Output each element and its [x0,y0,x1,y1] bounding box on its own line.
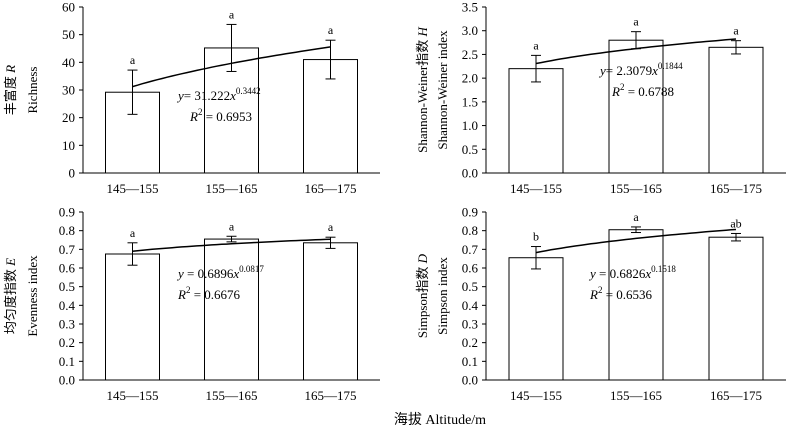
x-axis-title: 海拔 Altitude/m [394,412,486,428]
y-tick-label: 0.8 [462,223,478,238]
significance-letter: ab [730,216,741,230]
fit-curve [535,228,737,254]
y-tick-label: 0.7 [59,242,76,257]
x-tick-label: 145—155 [510,181,562,196]
bar [708,236,764,381]
y-tick-label: 60 [62,0,75,15]
bar [303,242,358,381]
chart-panel-3: 0.0 0.1 0.2 0.3 0.4 0.5 0.6 0.7 0.8 0.9 a 145—155 a 1… [3,205,380,403]
significance-letter: a [328,220,334,234]
chart-panel-2: 0.0 0.5 1.0 1.5 2.0 2.5 3.0 3.5 a 145—155 a 155—165… [415,0,786,196]
y-tick-label: 0.8 [59,223,75,238]
y-axis-label: 均匀度指数 E [3,258,18,334]
x-tick-label: 165—175 [710,388,762,403]
bar [708,46,764,174]
x-tick-label: 145—155 [510,388,562,403]
y-tick-label: 0.2 [59,335,75,350]
bar [508,68,564,174]
significance-letter: a [533,38,539,52]
y-tick-label: 0.4 [59,298,76,313]
bar [608,39,664,174]
y-tick-label: 10 [62,138,75,153]
significance-letter: a [229,7,235,21]
significance-letter: a [633,210,639,224]
significance-letter: b [533,230,539,244]
significance-letter: a [229,219,235,233]
y-tick-label: 0.3 [462,317,478,332]
chart-panel-1: 0 10 20 30 40 50 60 a 145—155 a 155—165 a 165—175 y= … [3,0,380,196]
y-axis-label-english: Shannon-Weiner index [435,30,450,150]
r-squared: R2 = 0.6788 [611,82,674,99]
y-tick-label: 0.4 [462,298,479,313]
bar [508,257,564,381]
y-tick-label: 1.5 [462,94,478,109]
y-tick-label: 0.5 [59,279,75,294]
y-axis-label-english: Evenness index [25,255,40,337]
x-tick-label: 155—165 [206,388,258,403]
fit-curve [535,38,737,65]
y-axis-label: 丰富度 R [3,65,18,115]
y-tick-label: 3.5 [462,0,478,15]
y-tick-label: 3.0 [462,23,478,38]
y-tick-label: 0.1 [59,354,75,369]
y-tick-label: 0.1 [462,354,478,369]
y-axis-label-english: Richness [25,67,40,114]
x-tick-label: 165—175 [305,388,357,403]
x-tick-label: 165—175 [305,181,357,196]
y-tick-label: 0 [69,166,76,181]
y-tick-label: 1.0 [462,118,478,133]
x-tick-label: 155—165 [206,181,258,196]
y-tick-label: 2.0 [462,71,478,86]
x-tick-label: 155—165 [610,181,662,196]
y-tick-label: 0.7 [462,242,479,257]
x-tick-label: 155—165 [610,388,662,403]
y-tick-label: 20 [62,110,75,125]
r-squared: R2 = 0.6536 [589,285,653,302]
y-tick-label: 0.3 [59,317,75,332]
y-tick-label: 0.5 [462,279,478,294]
x-tick-label: 165—175 [710,181,762,196]
y-tick-label: 0.9 [462,205,478,220]
y-axis-label: Simpson指数 D [415,253,430,338]
y-tick-label: 30 [62,83,75,98]
chart-panel-4: 0.0 0.1 0.2 0.3 0.4 0.5 0.6 0.7 0.8 0.9 b 145—155 a 1… [415,205,786,403]
y-tick-label: 0.2 [462,335,478,350]
y-tick-label: 0.9 [59,205,75,220]
y-tick-label: 50 [62,27,75,42]
bar [204,238,259,381]
bar [608,229,664,381]
y-tick-label: 0.6 [59,261,76,276]
y-tick-label: 0.6 [462,261,479,276]
significance-letter: a [328,23,334,37]
fit-equation: y= 2.3079x0.1844 [598,61,683,78]
y-tick-label: 0.0 [59,373,75,388]
x-tick-label: 145—155 [107,181,159,196]
significance-letter: a [733,24,739,38]
bar [105,253,160,381]
significance-letter: a [130,53,136,67]
y-axis-label: Shannon-Weiner指数 H [415,27,430,153]
fit-curve [132,46,331,88]
r-squared: R2 = 0.6676 [177,285,241,302]
y-tick-label: 0.0 [462,373,478,388]
y-tick-label: 2.5 [462,47,478,62]
fit-equation: y = 0.6896x0.0817 [176,264,264,281]
r-squared: R2 = 0.6953 [189,107,252,124]
y-tick-label: 40 [62,55,75,70]
fit-equation: y = 0.6826x0.1518 [588,264,676,281]
fit-equation: y= 31.222x0.3442 [176,86,261,103]
y-axis-label-english: Simpson index [435,257,450,335]
y-tick-label: 0.0 [462,166,478,181]
significance-letter: a [633,15,639,29]
y-tick-label: 0.5 [462,142,478,157]
significance-letter: a [130,226,136,240]
x-tick-label: 145—155 [107,388,159,403]
fit-curve [132,238,331,253]
